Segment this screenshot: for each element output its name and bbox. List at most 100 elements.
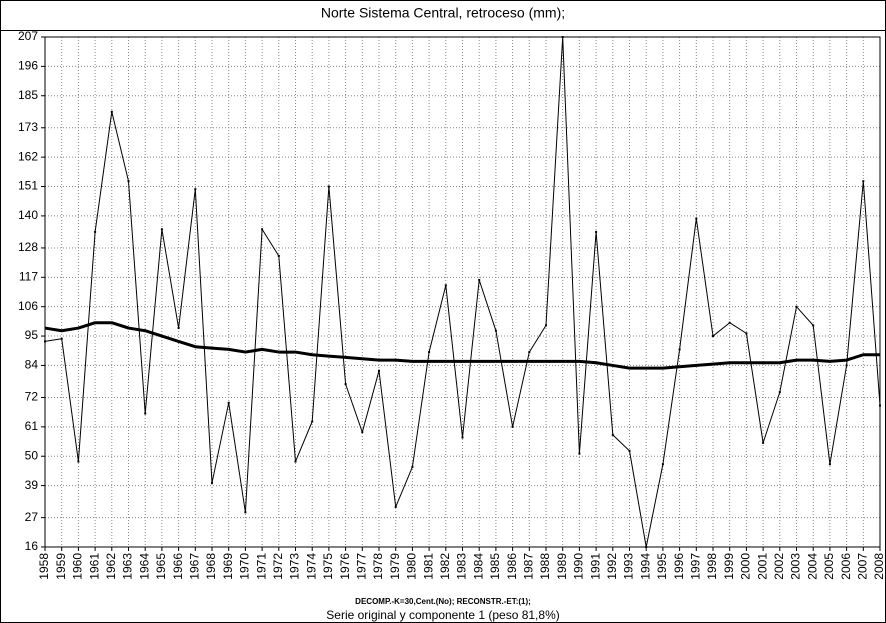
x-tick-label: 1990 — [572, 553, 586, 580]
x-tick-label: 1963 — [121, 553, 135, 580]
y-tick-label: 27 — [25, 510, 39, 524]
x-tick-label: 1964 — [137, 553, 151, 580]
x-tick-label: 2001 — [755, 553, 769, 580]
point — [461, 436, 464, 439]
x-tick-label: 1978 — [371, 553, 385, 580]
point — [294, 460, 297, 463]
point — [812, 324, 815, 327]
x-tick-label: 1998 — [705, 553, 719, 580]
point — [595, 230, 598, 233]
y-tick-label: 106 — [18, 299, 38, 313]
point — [678, 348, 681, 351]
x-tick-label: 1967 — [187, 553, 201, 580]
point — [110, 110, 113, 113]
point — [828, 463, 831, 466]
point — [194, 188, 197, 191]
x-tick-label: 1987 — [521, 553, 535, 580]
y-tick-label: 207 — [18, 29, 38, 43]
x-tick-label: 2007 — [855, 553, 869, 580]
x-tick-label: 1971 — [254, 553, 268, 580]
point — [561, 36, 564, 38]
y-tick-label: 151 — [18, 179, 38, 193]
point — [778, 391, 781, 394]
point — [879, 404, 881, 407]
y-tick-label: 185 — [18, 88, 38, 102]
x-tick-label: 1965 — [154, 553, 168, 580]
x-tick-label: 2004 — [805, 553, 819, 580]
point — [94, 230, 97, 233]
x-tick-label: 2002 — [772, 553, 786, 580]
x-tick-label: 1995 — [655, 553, 669, 580]
x-tick-label: 1962 — [104, 553, 118, 580]
y-tick-label: 39 — [25, 478, 39, 492]
x-tick-label: 1982 — [438, 553, 452, 580]
point — [511, 425, 514, 428]
point — [862, 180, 865, 183]
y-tick-label: 196 — [18, 59, 38, 73]
x-tick-label: 1980 — [405, 553, 419, 580]
x-tick-label: 1989 — [555, 553, 569, 580]
x-tick-label: 1969 — [221, 553, 235, 580]
point — [545, 324, 547, 327]
point — [277, 254, 280, 257]
y-tick-label: 50 — [25, 448, 39, 462]
x-tick-label: 1958 — [37, 553, 51, 580]
x-tick-label: 1981 — [421, 553, 435, 580]
point — [361, 431, 364, 434]
point — [712, 335, 714, 338]
point — [628, 449, 631, 452]
x-tick-label: 1991 — [588, 553, 602, 580]
point — [745, 332, 748, 335]
point — [227, 401, 230, 404]
y-tick-label: 173 — [18, 120, 38, 134]
point — [728, 321, 731, 324]
point — [795, 305, 798, 308]
x-tick-label: 1974 — [304, 553, 318, 580]
x-tick-label: 1972 — [271, 553, 285, 580]
plot-border — [44, 36, 881, 548]
y-tick-label: 16 — [25, 539, 39, 553]
point — [261, 228, 264, 231]
y-tick-label: 128 — [18, 240, 38, 254]
x-tick-label: 1997 — [688, 553, 702, 580]
point — [327, 185, 330, 188]
x-tick-label: 1970 — [238, 553, 252, 580]
point — [494, 329, 497, 332]
point — [77, 460, 80, 463]
point — [177, 327, 180, 330]
x-tick-label: 2000 — [739, 553, 753, 580]
y-tick-label: 95 — [25, 328, 39, 342]
x-tick-label: 1986 — [505, 553, 519, 580]
y-tick-label: 162 — [18, 149, 38, 163]
x-tick-label: 2003 — [789, 553, 803, 580]
point — [344, 383, 347, 386]
x-tick-label: 1968 — [204, 553, 218, 580]
x-tick-label: 1961 — [87, 553, 101, 580]
x-tick-label: 1984 — [471, 553, 485, 580]
y-tick-label: 84 — [25, 358, 39, 372]
x-axis-note: DECOMP.-K=30,Cent.(No); RECONSTR.-ET:(1)… — [355, 597, 531, 606]
y-tick-label: 72 — [25, 390, 39, 404]
x-tick-label: 1960 — [71, 553, 85, 580]
x-tick-label: 1994 — [638, 553, 652, 580]
point — [411, 465, 414, 468]
x-tick-label: 1999 — [722, 553, 736, 580]
point — [127, 180, 130, 183]
point — [378, 369, 380, 372]
point — [444, 284, 447, 287]
point — [528, 351, 531, 354]
x-tick-label: 1959 — [54, 553, 68, 580]
x-tick-label: 1992 — [605, 553, 619, 580]
x-tick-label: 1977 — [354, 553, 368, 580]
x-tick-label: 1975 — [321, 553, 335, 580]
point — [60, 337, 63, 340]
point — [394, 505, 397, 508]
x-tick-label: 2005 — [822, 553, 836, 580]
point — [144, 412, 147, 415]
point — [160, 228, 163, 231]
point — [428, 351, 431, 354]
point — [645, 546, 648, 548]
point — [762, 441, 765, 444]
x-axis-label: Serie original y componente 1 (peso 81,8… — [326, 608, 559, 622]
